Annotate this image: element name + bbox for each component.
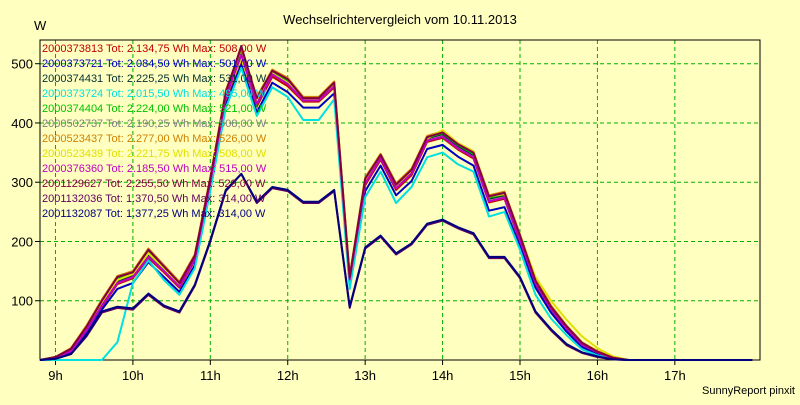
x-tick-label: 12h xyxy=(277,368,299,383)
x-tick-label: 11h xyxy=(200,368,221,383)
chart-title: Wechselrichtervergleich vom 10.11.2013 xyxy=(283,12,517,27)
legend-entry: 2000376360 Tot: 2.185,50 Wh Max: 515,00 … xyxy=(42,163,267,175)
grid-lines xyxy=(40,40,760,360)
x-tick-label: 15h xyxy=(509,368,531,383)
legend-entry: 2000373724 Tot: 2.015,50 Wh Max: 495,00 … xyxy=(42,88,267,100)
y-tick-label: 400 xyxy=(11,116,33,131)
x-tick-label: 14h xyxy=(432,368,454,383)
plot-frame xyxy=(39,39,761,361)
y-tick-label: 100 xyxy=(11,294,33,309)
y-tick-label: 200 xyxy=(11,234,33,249)
legend-entry: 2000373721 Tot: 2.084,50 Wh Max: 501,00 … xyxy=(42,58,267,70)
legend-entry: 2000374431 Tot: 2.225,25 Wh Max: 531,00 … xyxy=(42,73,267,85)
legend-entry: 2000502737 Tot: 2.190,25 Wh Max: 508,00 … xyxy=(42,118,267,130)
x-tick-label: 13h xyxy=(354,368,376,383)
legend-entry: 2000373813 Tot: 2.134,75 Wh Max: 508,00 … xyxy=(42,43,267,55)
x-tick-label: 9h xyxy=(48,368,62,383)
footer-credit: SunnyReport pinxit xyxy=(702,385,795,397)
x-tick-label: 10h xyxy=(122,368,144,383)
y-tick-label: 500 xyxy=(11,57,33,72)
x-tick-label: 17h xyxy=(664,368,686,383)
series-line xyxy=(39,172,753,361)
legend-entry: 2000523437 Tot: 2.277,00 Wh Max: 526,00 … xyxy=(42,133,267,145)
x-tick-label: 16h xyxy=(587,368,609,383)
y-axis-unit: W xyxy=(34,18,47,33)
legend-entry: 2000374404 Tot: 2.224,00 Wh Max: 521,00 … xyxy=(42,103,267,115)
legend: 2000373813 Tot: 2.134,75 Wh Max: 508,00 … xyxy=(42,43,267,220)
axes: 9h 10h 11h 12h 13h 14h 15h 16h 17h 100 200 300 400 50… xyxy=(11,39,761,383)
series-layer xyxy=(39,44,753,361)
legend-entry: 2001132036 Tot: 1.370,50 Wh Max: 314,00 … xyxy=(42,193,266,205)
legend-entry: 2001129627 Tot: 2.255,50 Wh Max: 529,00 … xyxy=(42,178,266,190)
legend-entry: 2001132087 Tot: 1.377,25 Wh Max: 314,00 … xyxy=(42,208,266,220)
legend-entry: 2000523439 Tot: 2.221,75 Wh Max: 508,00 … xyxy=(42,148,267,160)
y-tick-label: 300 xyxy=(11,175,33,190)
